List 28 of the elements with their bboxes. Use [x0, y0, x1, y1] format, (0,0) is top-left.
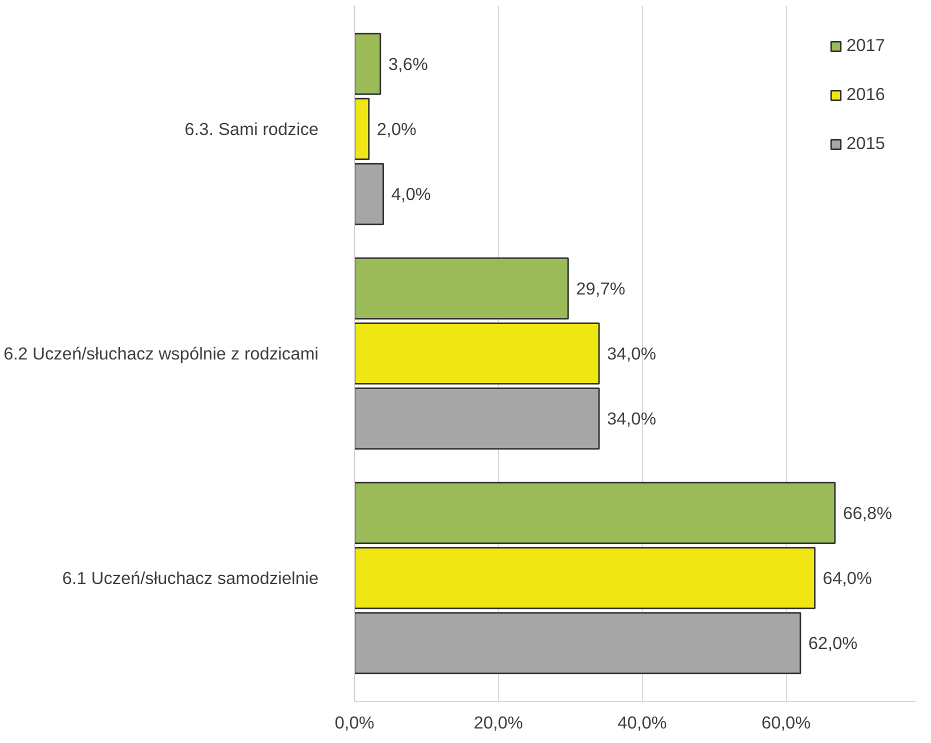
y-tick-label: 6.3. Sami rodzice — [184, 118, 319, 139]
bar — [354, 257, 569, 320]
bar — [354, 612, 802, 674]
legend-label: 2016 — [846, 84, 885, 105]
data-label: 34,0% — [607, 408, 656, 429]
bar — [354, 546, 816, 610]
data-label: 2,0% — [376, 118, 416, 139]
bar — [354, 32, 382, 95]
data-label: 29,7% — [576, 278, 626, 298]
y-tick-label: 6.1 Uczeń/słuchacz samodzielnie — [62, 568, 319, 588]
y-tick-label: 6.2 Uczeń/słuchacz wspólnie z rodzicami — [4, 344, 319, 364]
data-label: 4,0% — [391, 184, 431, 204]
x-tick-label: 40,0% — [618, 712, 667, 732]
bar — [354, 482, 836, 544]
data-label: 64,0% — [822, 568, 872, 588]
legend-label: 2017 — [846, 35, 885, 56]
bar — [354, 163, 384, 226]
data-label: 62,0% — [808, 633, 858, 654]
x-tick-label: 60,0% — [761, 712, 811, 732]
data-label: 3,6% — [388, 54, 428, 74]
bar — [354, 322, 600, 385]
bar — [354, 388, 600, 450]
data-label: 34,0% — [607, 344, 656, 364]
data-label: 66,8% — [842, 502, 892, 523]
legend-label: 2015 — [846, 133, 885, 154]
x-tick-label: 20,0% — [474, 712, 523, 732]
x-tick-label: 0,0% — [334, 712, 374, 732]
bar — [354, 98, 370, 160]
